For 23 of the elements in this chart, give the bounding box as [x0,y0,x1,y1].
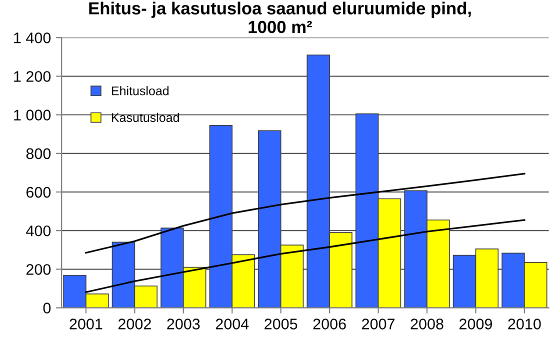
chart-title: Ehitus- ja kasutusloa saanud eluruumide pind, 1000 m² [89,2,471,34]
legend-label: Kasutusload [112,112,179,122]
x-tick-label: 2002 [118,318,151,330]
x-tick-label: 2006 [313,318,346,330]
y-tick-label: 400 [26,225,51,236]
legend-label: Ehitusload [112,86,169,96]
y-tick-label: 800 [26,148,51,160]
x-tick-label: 2010 [508,318,541,330]
x-tick-label: 2005 [264,318,298,330]
y-tick-label: 1 200 [14,71,51,82]
x-tick-label: 2007 [362,318,395,330]
x-tick-label: 2004 [216,318,249,330]
y-tick-label: 600 [26,186,51,198]
y-tick-label: 1 000 [14,110,51,120]
x-tick-label: 2001 [70,318,102,330]
x-tick-label: 2009 [459,318,492,330]
line-series [85,172,526,254]
x-tick-label: 2003 [167,318,200,330]
x-tick-label: 2008 [410,318,444,330]
y-tick-label: 1 400 [14,32,51,44]
y-tick-label: 200 [26,264,51,275]
line-series [85,219,526,294]
y-tick-label: 0 [43,302,51,314]
